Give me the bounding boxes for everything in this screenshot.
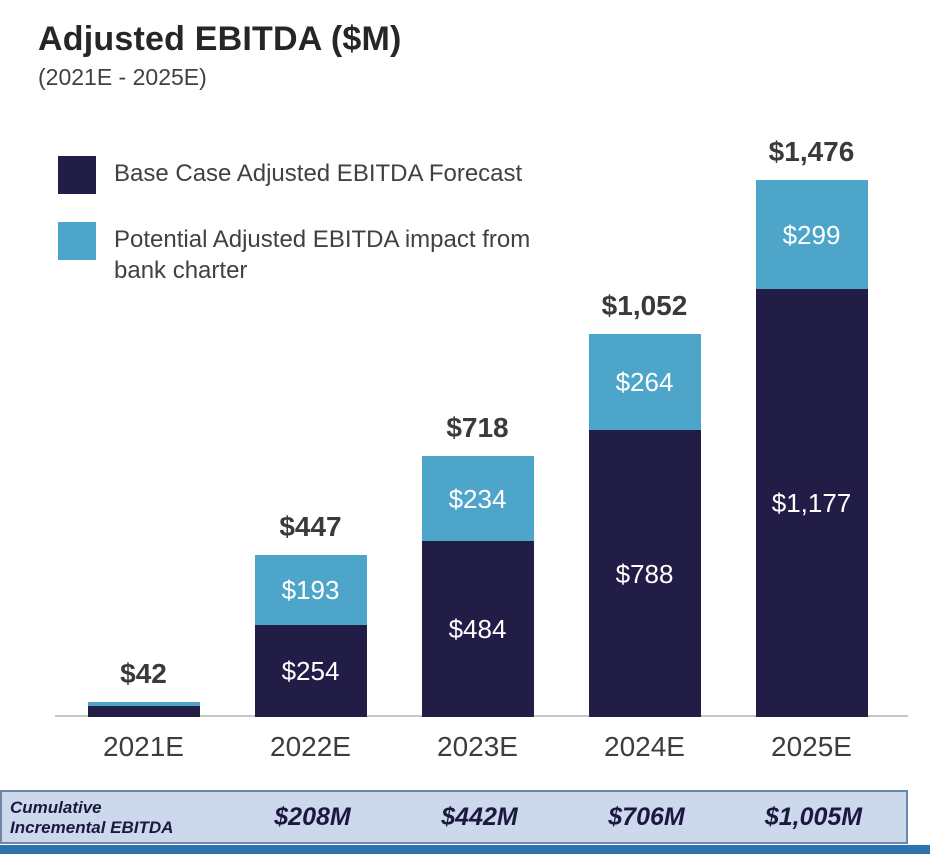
cumulative-strip-label: Cumulative Incremental EBITDA [10,798,173,838]
x-axis-label-2023E: 2023E [437,731,518,762]
bar-segment-base [87,706,200,717]
cumulative-value: $208M [274,803,351,831]
bar-segment-charter [87,702,200,706]
legend-label-base: Base Case Adjusted EBITDA Forecast [114,160,523,187]
cumulative-label-line1: Cumulative [10,798,102,817]
cumulative-strip: Cumulative Incremental EBITDA $208M $442M… [0,790,908,844]
chart-title: Adjusted EBITDA ($M) [38,20,402,58]
bar-column-2023E: $484 $234 $718 [421,412,534,717]
bar-total-label: $42 [120,658,167,689]
bar-value-base: $254 [281,656,340,686]
bar-value-charter: $234 [448,483,507,514]
cumulative-value: $1,005M [764,803,863,831]
cumulative-value: $442M [441,803,518,831]
bar-value-base: $1,177 [771,488,852,518]
bar-segment-charter [421,456,534,541]
chart-subtitle: (2021E - 2025E) [38,64,207,90]
cumulative-value: $706M [608,803,685,831]
bar-value-base: $484 [448,614,507,644]
bottom-accent-bar [0,845,930,854]
legend-label-charter: Potential Adjusted EBITDA impact from ba… [114,226,531,284]
bar-value-base: $788 [615,558,674,589]
bar-segment-base [755,289,868,717]
x-axis-labels: 2021E 2022E 2023E 2024E 2025E [0,717,930,775]
legend-swatch-charter [58,222,96,260]
bar-column-2024E: $788 $264 $1,052 [588,290,701,717]
cumulative-label-line2: Incremental EBITDA [10,818,174,837]
legend-item-base: Base Case Adjusted EBITDA Forecast [58,156,578,194]
bar-segment-charter [254,555,367,625]
x-axis-label-2024E: 2024E [604,731,685,762]
legend-swatch-base [58,156,96,194]
bar-column-2021E: $42 [87,658,200,717]
bar-total-label: $1,052 [601,290,688,321]
plot-area: Base Case Adjusted EBITDA Forecast Poten… [0,110,930,717]
bar-column-2025E: $1,177 $299 $1,476 [755,136,868,717]
bar-segment-base [421,541,534,717]
chart-legend: Base Case Adjusted EBITDA Forecast Poten… [58,156,578,314]
bar-value-charter: $299 [782,219,841,250]
bar-value-charter: $193 [281,575,340,605]
bar-segment-base [588,430,701,717]
x-axis-label-2022E: 2022E [270,731,351,762]
bar-segment-base [254,625,367,717]
bar-total-label: $447 [279,511,342,542]
bar-segment-charter [755,180,868,289]
bar-column-2022E: $254 $193 $447 [254,511,367,717]
bar-total-label: $718 [446,412,509,443]
bar-segment-charter [588,334,701,430]
x-axis-label-2025E: 2025E [771,731,852,762]
bar-total-label: $1,476 [768,136,855,167]
legend-item-charter: Potential Adjusted EBITDA impact from ba… [58,222,578,286]
x-axis-label-2021E: 2021E [103,731,184,762]
bar-value-charter: $264 [615,367,674,397]
